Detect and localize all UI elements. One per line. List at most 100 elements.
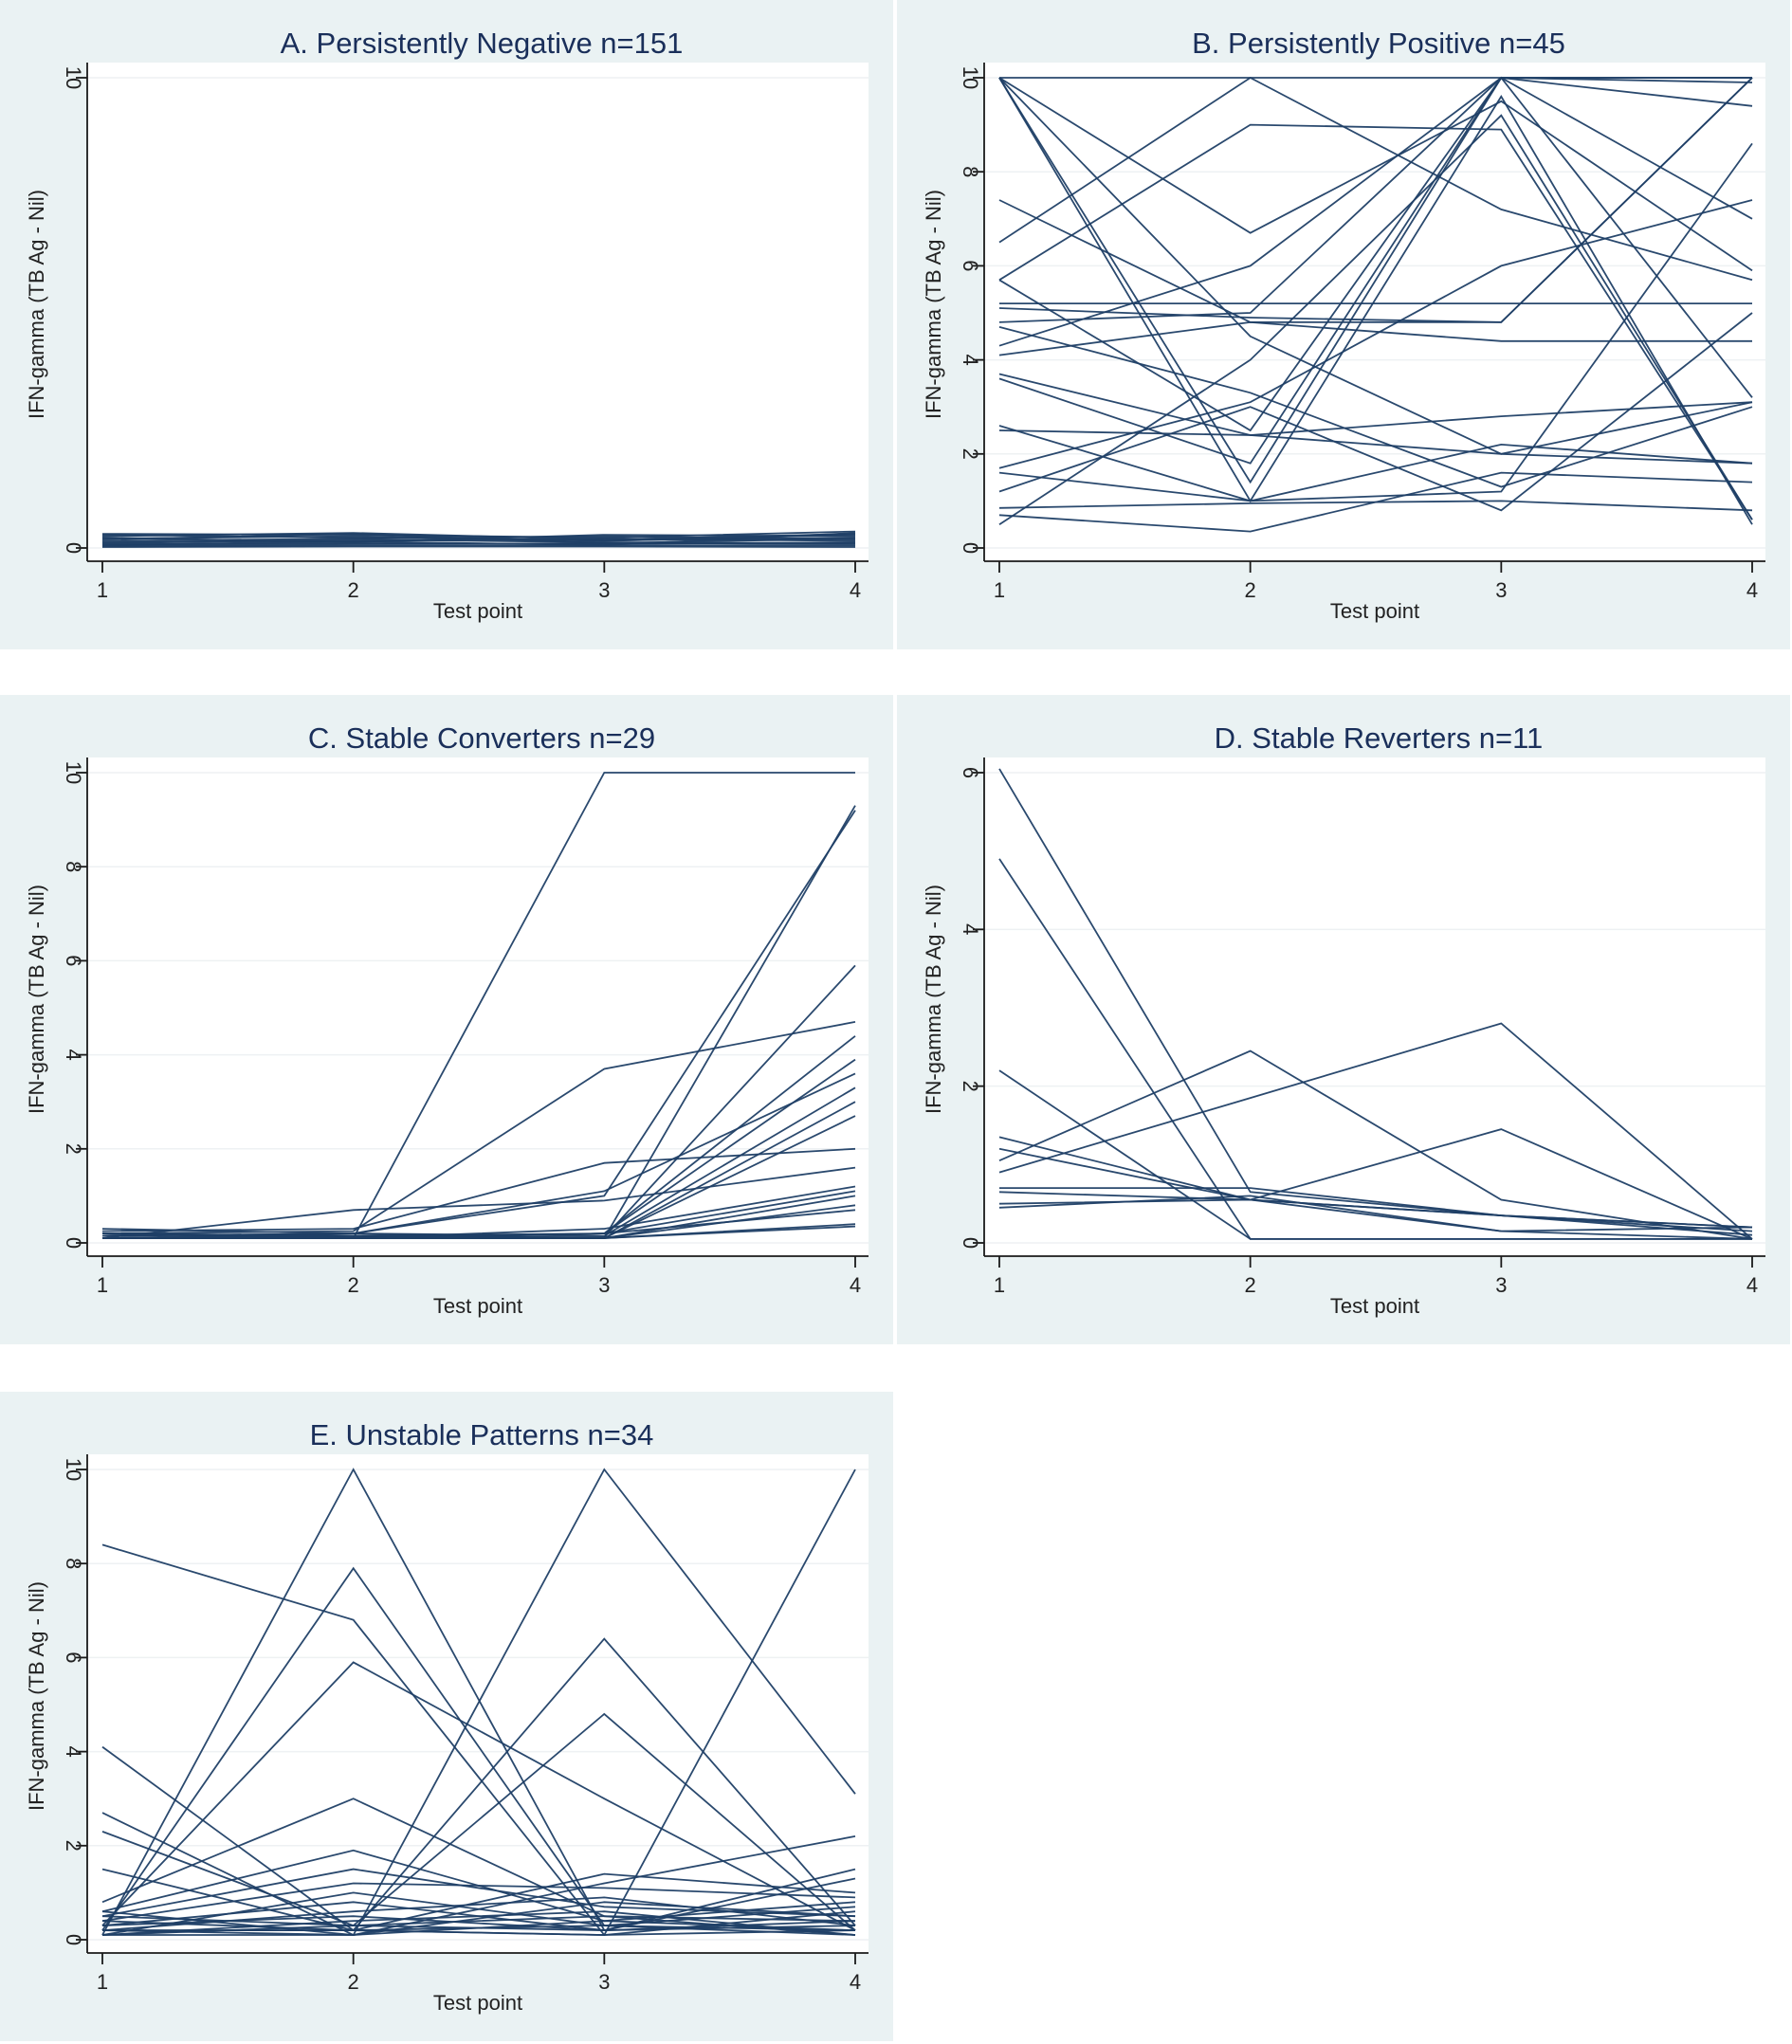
x-tick-label: 4 [850,578,861,602]
x-tick-label: 3 [598,1273,610,1297]
series-line-e-24 [101,1891,856,1936]
y-tick-label: 4 [959,354,982,365]
x-tick-label: 3 [598,578,610,602]
x-tick-label: 1 [97,1273,108,1297]
series-line-e-23 [101,1915,856,1936]
series-line-e-16 [101,1882,856,1923]
y-tick-label: 0 [62,1934,85,1945]
series-line-d-7 [998,1022,1753,1240]
x-tick-label: 2 [348,1970,359,1994]
y-tick-label: 2 [959,448,982,460]
series-line-b-22 [998,312,1753,512]
y-axis-label: IFN-gamma (TB Ag - Nil) [922,885,945,1114]
x-tick-label: 3 [1495,578,1507,602]
x-axis-label: Test point [433,1294,522,1318]
y-axis-label: IFN-gamma (TB Ag - Nil) [25,1581,48,1811]
series-line-b-9 [998,77,1753,432]
y-tick-label: 6 [959,767,982,778]
chart-title: A. Persistently Negative n=151 [281,27,684,60]
y-axis-label: IFN-gamma (TB Ag - Nil) [25,885,48,1114]
y-tick-label: 10 [959,66,982,89]
y-tick-label: 6 [62,955,85,966]
y-tick-label: 2 [959,1081,982,1092]
series-line-d-9 [998,1191,1753,1232]
series-line-a-2 [101,532,856,541]
series-line-a-14 [101,532,856,546]
series-line-e-12 [101,1868,856,1932]
panel-d: 0 2 4 6 1 2 3 4 Test point IFN-gamma (TB Ag - Nil… [897,695,1790,1344]
series-line-e-4 [101,1661,856,1931]
chart-a: 0 10 1 2 3 4 Test point IFN-gamma (TB Ag - Nil)… [25,27,869,623]
y-tick-label: 2 [62,1143,85,1155]
x-tick-label: 4 [850,1273,861,1297]
x-tick-label: 2 [1245,578,1256,602]
series-line-d-11 [998,1195,1753,1240]
series-line-c-8 [101,1086,856,1237]
x-axis-label: Test point [1330,599,1419,623]
panel-c: 0 2 4 6 8 10 1 2 3 4 Test point IFN-gamma (TB Ag - … [0,695,893,1344]
series-line-e-13 [101,1798,856,1923]
series-line-b-18 [998,425,1753,502]
x-tick-label: 2 [348,578,359,602]
series-line-e-3 [101,1566,856,1936]
series-line-b-12 [998,76,1753,323]
y-tick-label: 4 [959,923,982,935]
series-line-b-8 [998,123,1753,520]
series-line-b-16 [998,373,1753,436]
series-line-b-5 [998,77,1753,272]
series-line-d-4 [998,1128,1753,1240]
y-tick-label: 10 [62,1458,85,1481]
y-tick-label: 8 [62,1558,85,1569]
series-line-c-20 [101,1101,856,1239]
y-tick-label: 0 [62,1237,85,1249]
series-line-e-20 [101,1910,856,1936]
x-tick-label: 3 [598,1970,610,1994]
series-line-d-1 [998,768,1753,1232]
chart-title: E. Unstable Patterns n=34 [310,1418,654,1451]
x-tick-label: 1 [97,1970,108,1994]
y-axis-label: IFN-gamma (TB Ag - Nil) [922,190,945,419]
series-line-b-13 [998,326,1753,488]
y-tick-label: 0 [959,542,982,554]
series-line-b-11 [998,77,1753,323]
y-axis-label: IFN-gamma (TB Ag - Nil) [25,190,48,419]
series-line-e-25 [101,1901,856,1936]
y-tick-label: 2 [62,1840,85,1852]
series-line-b-24 [998,471,1753,533]
y-tick-label: 10 [62,66,85,89]
series-line-e-5 [102,1468,856,1936]
y-tick-label: 0 [62,542,85,554]
y-tick-label: 8 [62,861,85,872]
y-tick-label: 6 [62,1652,85,1663]
chart-title: C. Stable Converters n=29 [308,721,655,755]
panel-b: 0 2 4 6 8 10 1 2 3 4 Test point IFN-gamma (TB Ag - … [897,0,1790,649]
x-tick-label: 3 [1495,1273,1507,1297]
x-tick-label: 4 [850,1970,861,1994]
series-line-e-1 [101,1543,856,1936]
panel-e: 0 2 4 6 8 10 1 2 3 4 Test point IFN-gamma (TB Ag - … [0,1392,893,2041]
y-tick-label: 4 [62,1745,85,1757]
series-line-c-19 [102,1190,856,1239]
series-line-c-11 [101,1147,856,1232]
chart-d: 0 2 4 6 1 2 3 4 Test point IFN-gamma (TB Ag - Nil… [922,721,1765,1318]
plot-area [984,757,1765,1256]
series-line-b-20 [998,199,1753,469]
series-line-d-6 [998,1049,1753,1240]
series-line-b-17 [998,77,1753,465]
x-tick-label: 1 [994,1273,1005,1297]
series-line-d-8 [999,1187,1753,1236]
x-tick-label: 4 [1746,578,1758,602]
series-line-c-12 [101,1166,856,1239]
series-line-b-3 [998,77,1753,525]
x-axis-label: Test point [1330,1294,1419,1318]
x-axis-label: Test point [433,599,522,623]
x-axis-label: Test point [433,1991,522,2015]
y-tick-label: 8 [959,166,982,177]
y-tick-label: 0 [959,1237,982,1249]
series-line-b-15 [998,320,1752,356]
series-line-b-4 [998,77,1753,455]
series-line-c-2 [101,1021,856,1234]
y-tick-label: 10 [62,761,85,784]
series-line-b-7 [998,76,1753,282]
